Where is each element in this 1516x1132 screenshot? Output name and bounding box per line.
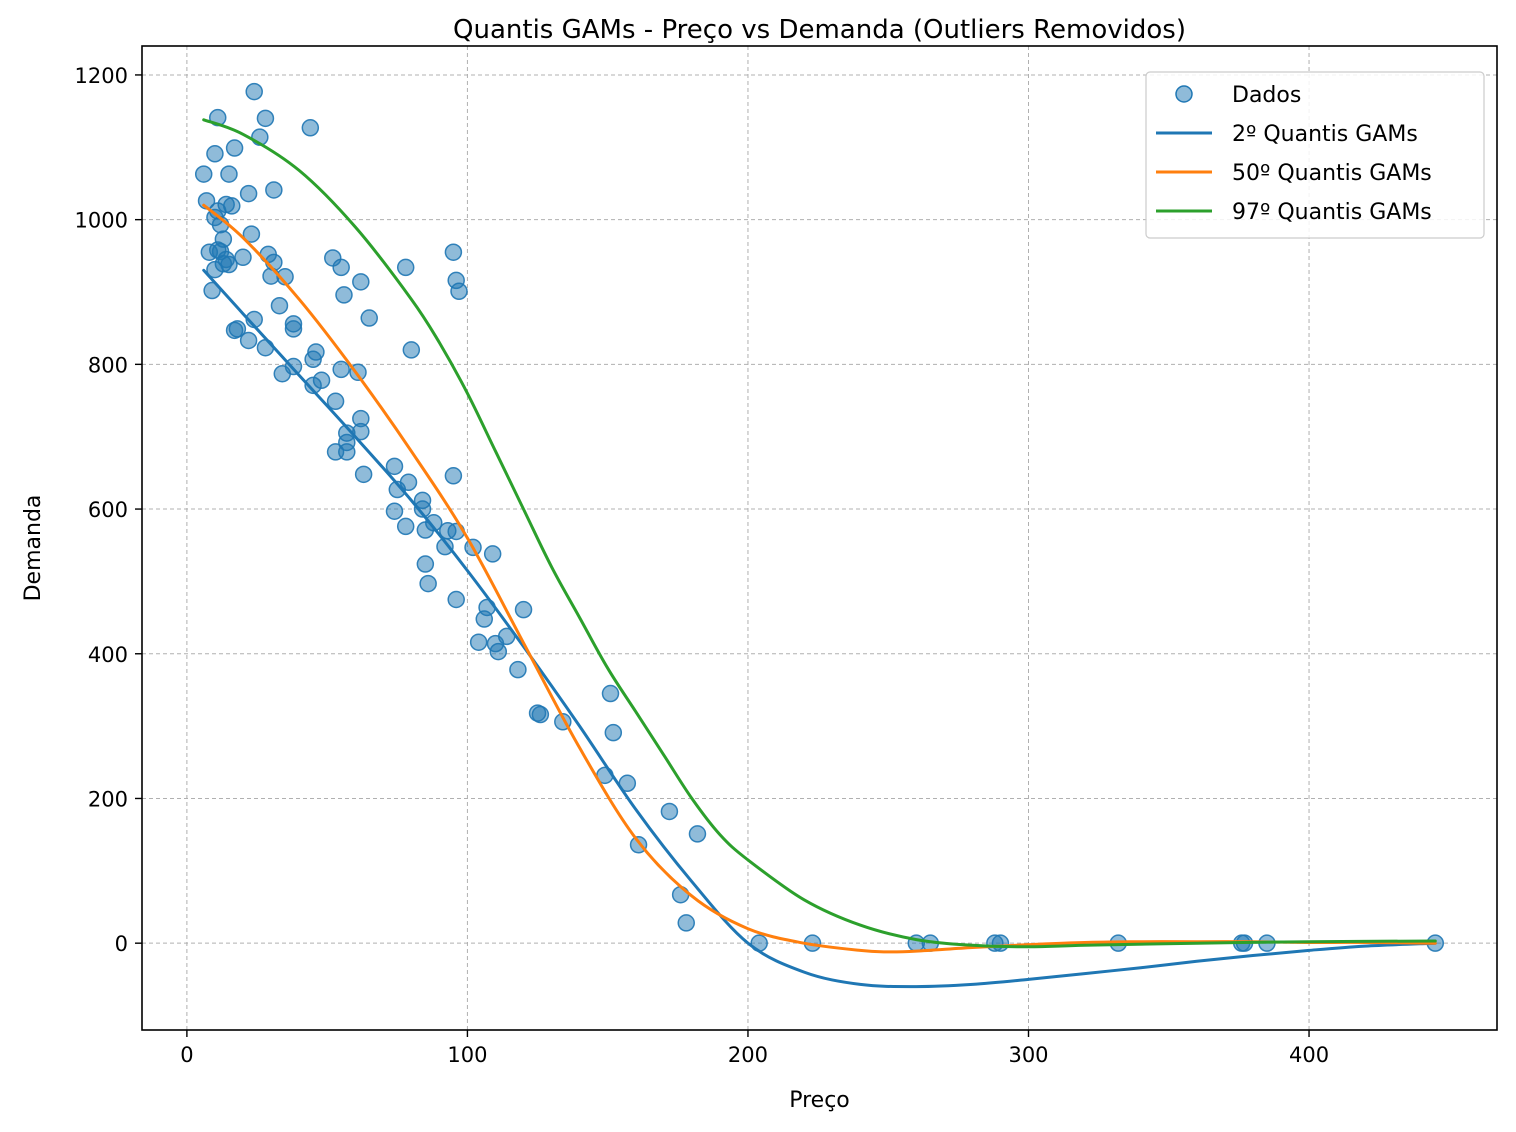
- data-point: [312, 371, 331, 390]
- data-point: [385, 457, 404, 476]
- data-point: [256, 338, 275, 357]
- x-tick-label: 200: [728, 1043, 768, 1067]
- y-tick-label: 800: [88, 353, 128, 377]
- x-tick-label: 400: [1289, 1043, 1329, 1067]
- axis-ticks: 0 100 200 300 400 0 200 400 600 800 1000 1200: [75, 64, 1330, 1067]
- data-point: [483, 545, 502, 563]
- data-point: [450, 282, 468, 301]
- y-tick-label: 600: [88, 498, 128, 522]
- x-axis-label: Preço: [789, 1088, 850, 1113]
- data-point: [660, 802, 679, 821]
- chart-title: Quantis GAMs - Preço vs Demanda (Outlier…: [453, 15, 1186, 45]
- data-point: [991, 934, 1010, 952]
- data-point: [419, 574, 437, 593]
- data-point: [206, 145, 224, 163]
- data-point: [256, 109, 275, 128]
- data-point: [234, 248, 252, 267]
- data-point: [301, 119, 320, 137]
- y-tick-label: 0: [115, 932, 128, 956]
- data-point: [444, 243, 463, 261]
- data-point: [332, 258, 350, 277]
- data-point: [425, 514, 443, 532]
- data-point: [245, 82, 263, 101]
- data-point: [399, 473, 418, 492]
- legend-label-q97: 97º Quantis GAMs: [1232, 200, 1432, 225]
- data-point: [284, 315, 303, 333]
- data-point: [396, 258, 415, 277]
- data-point: [223, 197, 241, 215]
- data-point: [270, 296, 289, 315]
- data-point: [444, 467, 463, 485]
- data-point: [352, 273, 370, 291]
- data-point: [239, 184, 258, 203]
- data-point: [360, 309, 378, 327]
- data-point: [413, 500, 432, 518]
- x-tick-label: 0: [180, 1043, 193, 1067]
- legend-label-q2: 2º Quantis GAMs: [1232, 122, 1418, 147]
- series-line-q2: [202, 268, 1437, 989]
- data-point: [332, 360, 350, 379]
- data-point: [688, 825, 707, 843]
- data-point: [402, 341, 421, 359]
- series-line-q50: [202, 203, 1437, 954]
- data-point: [396, 517, 415, 536]
- data-point: [514, 600, 533, 619]
- data-point: [354, 465, 373, 484]
- y-tick-label: 400: [88, 643, 128, 667]
- y-tick-label: 1200: [75, 64, 128, 88]
- plot-area: [194, 82, 1445, 989]
- legend-marker-dados: [1175, 85, 1193, 103]
- data-point: [239, 331, 258, 350]
- axes-frame: [141, 45, 1498, 1031]
- data-point: [677, 914, 695, 932]
- data-point: [489, 642, 508, 661]
- x-tick-label: 100: [447, 1043, 487, 1067]
- data-point: [220, 165, 238, 183]
- data-point: [604, 723, 623, 742]
- data-point: [214, 230, 233, 248]
- data-point: [326, 392, 345, 411]
- data-point: [385, 502, 404, 520]
- data-point: [447, 590, 465, 609]
- x-tick-label: 300: [1008, 1043, 1048, 1067]
- legend-label-dados: Dados: [1232, 83, 1301, 108]
- y-axis-label: Demanda: [21, 495, 46, 602]
- data-point: [531, 705, 550, 724]
- data-point: [265, 181, 283, 199]
- data-point: [335, 286, 353, 304]
- y-tick-label: 200: [88, 787, 128, 811]
- data-point: [671, 885, 690, 904]
- data-point: [228, 320, 247, 338]
- data-point: [307, 343, 325, 361]
- data-point: [242, 225, 261, 243]
- data-point: [194, 165, 213, 183]
- legend-box: [1145, 71, 1485, 239]
- data-point: [225, 139, 244, 157]
- data-point: [601, 684, 620, 703]
- data-point: [416, 555, 435, 573]
- legend: Dados 2º Quantis GAMs 50º Quantis GAMs 9…: [1145, 71, 1485, 239]
- data-point: [509, 660, 527, 679]
- data-point: [469, 633, 488, 651]
- data-point: [352, 422, 370, 441]
- data-point: [220, 255, 238, 274]
- series-line-q97: [202, 118, 1437, 949]
- legend-label-q50: 50º Quantis GAMs: [1232, 161, 1432, 186]
- y-tick-label: 1000: [75, 209, 128, 233]
